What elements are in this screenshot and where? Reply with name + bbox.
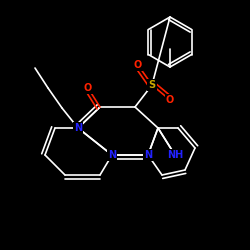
Text: O: O [166,95,174,105]
Text: N: N [144,150,152,160]
Text: S: S [148,80,156,90]
Text: O: O [134,60,142,70]
Text: N: N [108,150,116,160]
Text: O: O [84,83,92,93]
Text: N: N [74,123,82,133]
Text: NH: NH [167,150,183,160]
